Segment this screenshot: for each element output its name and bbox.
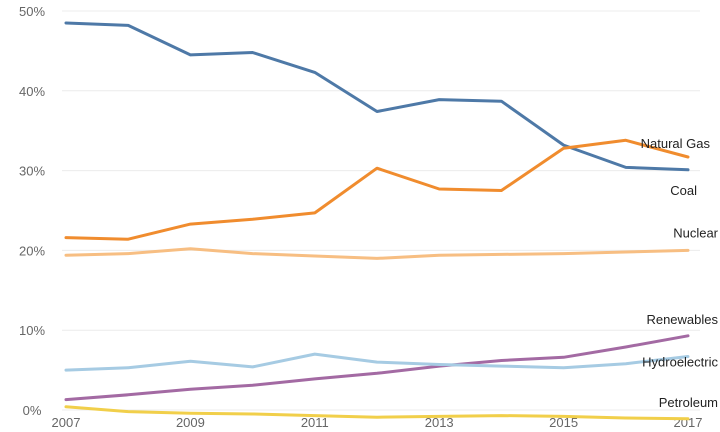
series-line-renewables bbox=[64, 334, 690, 402]
x-axis-tick-labels: 2007 2009 2011 2013 2015 2017 bbox=[52, 415, 703, 430]
series-line-nuclear bbox=[64, 247, 690, 260]
series-label-renewables: Renewables bbox=[646, 312, 718, 327]
series-labels: Coal Natural Gas Nuclear Renewables Hydroele… bbox=[641, 136, 719, 410]
x-tick-label: 2015 bbox=[549, 415, 578, 430]
series-line-coal bbox=[64, 21, 690, 172]
x-tick-label: 2013 bbox=[425, 415, 454, 430]
y-tick-label: 20% bbox=[19, 243, 45, 258]
y-tick-label: 40% bbox=[19, 84, 45, 99]
series-label-petroleum: Petroleum bbox=[659, 395, 718, 410]
series-label-coal: Coal bbox=[670, 183, 697, 198]
x-tick-label: 2007 bbox=[52, 415, 81, 430]
y-axis-tick-labels: 50% 40% 30% 20% 10% 0% bbox=[19, 4, 45, 418]
series-lines bbox=[64, 21, 690, 421]
series-label-hydroelectric: Hydroelectric bbox=[642, 355, 718, 370]
y-tick-label: 10% bbox=[19, 323, 45, 338]
y-tick-label: 30% bbox=[19, 164, 45, 179]
series-label-natural-gas: Natural Gas bbox=[641, 136, 711, 151]
series-line-natural-gas bbox=[64, 138, 690, 241]
x-tick-label: 2009 bbox=[176, 415, 205, 430]
series-line-petroleum bbox=[64, 405, 690, 421]
y-tick-label: 50% bbox=[19, 4, 45, 19]
y-tick-label: 0% bbox=[23, 403, 42, 418]
series-line-hydroelectric bbox=[64, 352, 690, 372]
x-tick-label: 2011 bbox=[301, 415, 329, 430]
series-label-nuclear: Nuclear bbox=[673, 225, 718, 240]
